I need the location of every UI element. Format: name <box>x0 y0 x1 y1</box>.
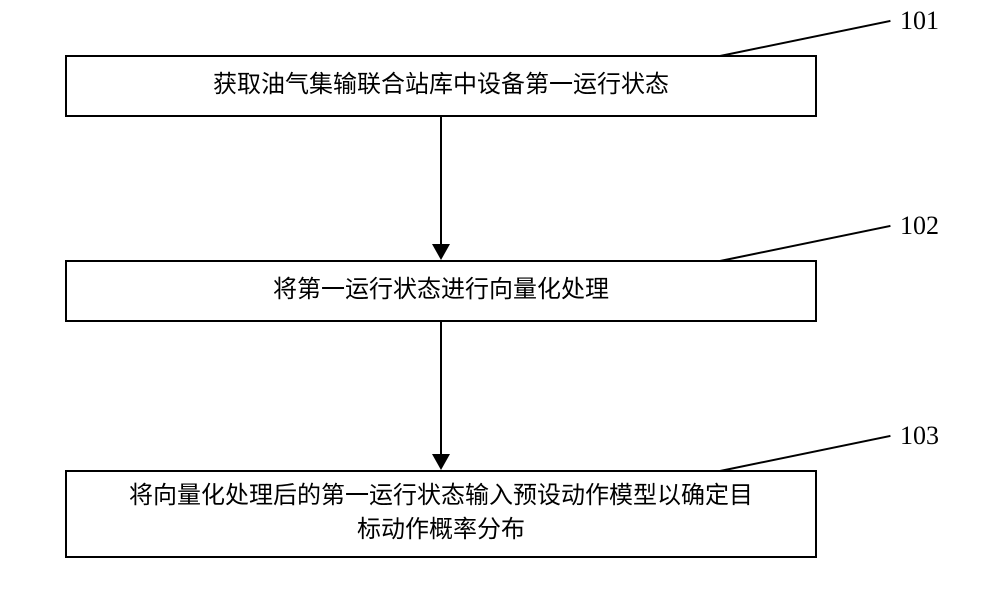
leader-line <box>720 20 890 57</box>
flow-box-n1: 获取油气集输联合站库中设备第一运行状态 <box>65 55 817 117</box>
flow-box-text: 将向量化处理后的第一运行状态输入预设动作模型以确定目 标动作概率分布 <box>129 480 753 547</box>
flow-box-n2: 将第一运行状态进行向量化处理 <box>65 260 817 322</box>
flow-box-number: 103 <box>900 421 939 451</box>
flow-box-n3: 将向量化处理后的第一运行状态输入预设动作模型以确定目 标动作概率分布 <box>65 470 817 558</box>
flow-box-text: 将第一运行状态进行向量化处理 <box>273 274 609 308</box>
arrow-line <box>440 117 442 244</box>
arrow-line <box>440 322 442 454</box>
flow-box-number: 102 <box>900 211 939 241</box>
flow-box-number: 101 <box>900 6 939 36</box>
arrow-head-icon <box>432 454 450 470</box>
leader-line <box>720 435 890 472</box>
flowchart-canvas: 获取油气集输联合站库中设备第一运行状态 101 将第一运行状态进行向量化处理 102 将… <box>0 0 1000 610</box>
arrow-head-icon <box>432 244 450 260</box>
leader-line <box>720 225 890 262</box>
flow-box-text: 获取油气集输联合站库中设备第一运行状态 <box>213 69 669 103</box>
